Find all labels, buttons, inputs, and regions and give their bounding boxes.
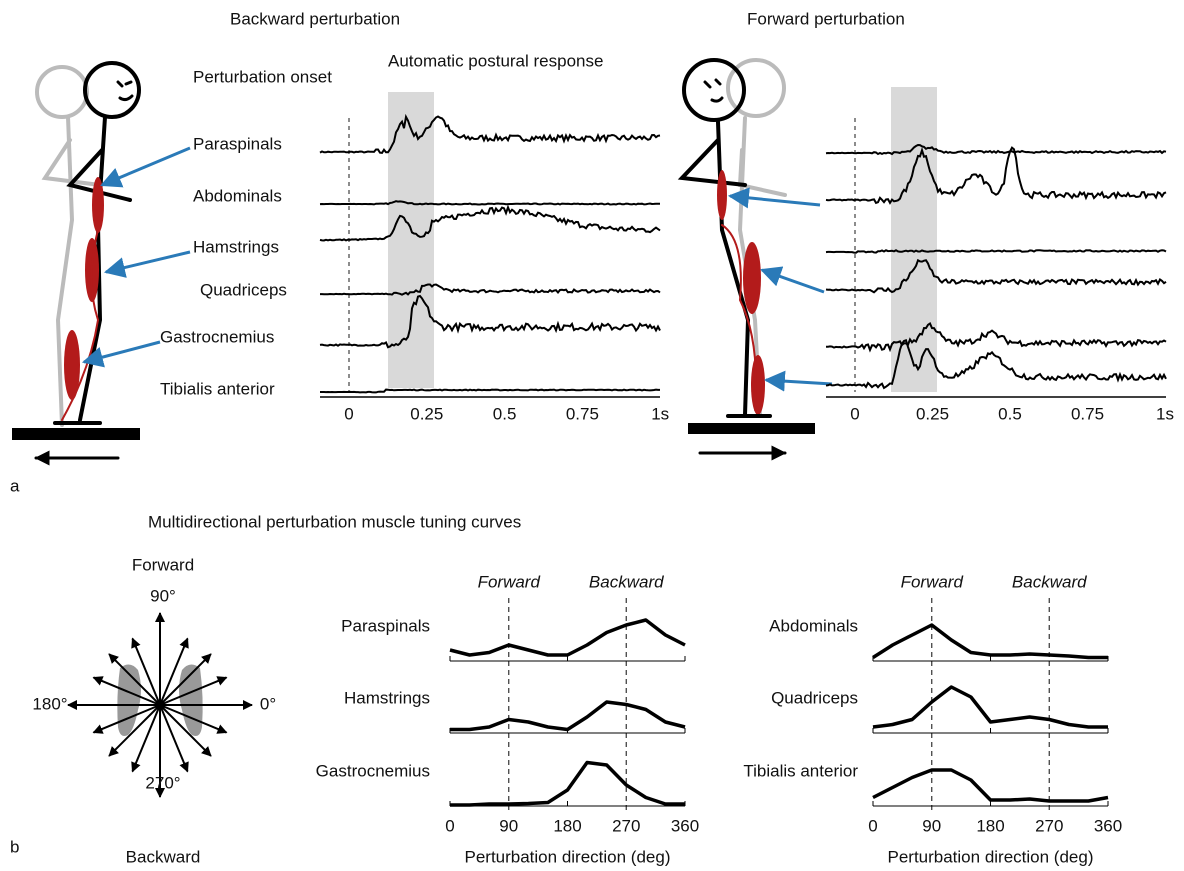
compass-label: 180° bbox=[32, 694, 67, 713]
direction-arrow bbox=[159, 637, 189, 706]
backward-figure bbox=[12, 61, 141, 466]
time-tick-label: 1s bbox=[1156, 404, 1174, 423]
tuning-curve bbox=[449, 618, 686, 657]
compass-label: 90° bbox=[150, 586, 176, 605]
response-label: Automatic postural response bbox=[388, 51, 603, 70]
emg-trace bbox=[319, 200, 660, 206]
time-tick-label: 1s bbox=[651, 404, 669, 423]
muscle-label: Quadriceps bbox=[200, 280, 287, 299]
time-tick-label: 0.5 bbox=[493, 404, 517, 423]
muscle-label: Gastrocnemius bbox=[160, 327, 274, 346]
emg-trace bbox=[825, 249, 1167, 254]
direction-arrow bbox=[131, 637, 161, 706]
muscle-label: Paraspinals bbox=[193, 134, 282, 153]
onset-label: Perturbation onset bbox=[193, 67, 332, 86]
muscle-label: Hamstrings bbox=[344, 688, 430, 707]
x-tick-label: 0 bbox=[868, 816, 877, 835]
panel-label: b bbox=[10, 837, 19, 856]
emg-trace bbox=[826, 322, 1167, 353]
tuning-curve bbox=[450, 760, 685, 807]
muscle-label: Paraspinals bbox=[341, 616, 430, 635]
emg-trace bbox=[825, 258, 1167, 294]
response-window bbox=[891, 87, 937, 392]
compass bbox=[67, 612, 253, 798]
direction-arrow bbox=[159, 704, 189, 773]
x-axis-label: Perturbation direction (deg) bbox=[464, 847, 670, 866]
x-tick-label: 360 bbox=[671, 816, 699, 835]
panel-title: Multidirectional perturbation muscle tun… bbox=[148, 512, 521, 531]
time-tick-label: 0.75 bbox=[566, 404, 599, 423]
emg-trace bbox=[825, 146, 1167, 205]
panel-title: Forward perturbation bbox=[747, 9, 905, 28]
x-tick-label: 180 bbox=[976, 816, 1004, 835]
muscle-label: Tibialis anterior bbox=[160, 379, 275, 398]
muscle-pointers bbox=[81, 146, 833, 392]
compass-label: 0° bbox=[260, 694, 276, 713]
compass-label: Forward bbox=[132, 555, 194, 574]
time-tick-label: 0.25 bbox=[916, 404, 949, 423]
direction-arrow bbox=[131, 704, 161, 773]
compass-label: Backward bbox=[126, 847, 201, 866]
panel-label: a bbox=[10, 476, 20, 495]
emg-trace bbox=[319, 113, 661, 154]
tuning-curve bbox=[872, 623, 1108, 660]
time-tick-label: 0.5 bbox=[998, 404, 1022, 423]
direction-arrow bbox=[159, 704, 212, 757]
time-tick-label: 0 bbox=[850, 404, 859, 423]
muscle-label: Gastrocnemius bbox=[316, 761, 430, 780]
direction-arrow bbox=[159, 676, 228, 706]
muscle-label: Abdominals bbox=[769, 616, 858, 635]
direction-arrow bbox=[108, 653, 161, 706]
emg-trace bbox=[319, 294, 661, 349]
emg-trace bbox=[825, 143, 1167, 156]
tuning-curve bbox=[872, 768, 1109, 803]
emg-trace bbox=[320, 283, 661, 296]
x-tick-label: 360 bbox=[1094, 816, 1122, 835]
muscle-label: Quadriceps bbox=[771, 688, 858, 707]
marker-label: Forward bbox=[478, 572, 541, 591]
forward-figure bbox=[677, 58, 815, 461]
compass-label: 270° bbox=[145, 773, 180, 792]
time-tick-label: 0.75 bbox=[1071, 404, 1104, 423]
x-tick-label: 270 bbox=[612, 816, 640, 835]
x-tick-label: 90 bbox=[922, 816, 941, 835]
x-tick-label: 180 bbox=[553, 816, 581, 835]
time-tick-label: 0.25 bbox=[410, 404, 443, 423]
time-tick-label: 0 bbox=[344, 404, 353, 423]
marker-label: Backward bbox=[589, 572, 664, 591]
tuning-curve bbox=[872, 685, 1108, 729]
muscle-label: Tibialis anterior bbox=[743, 761, 858, 780]
x-tick-label: 90 bbox=[499, 816, 518, 835]
response-window bbox=[388, 92, 434, 388]
direction-arrow bbox=[159, 653, 212, 706]
emg-trace bbox=[320, 388, 660, 394]
muscle-label: Hamstrings bbox=[193, 237, 279, 256]
x-tick-label: 0 bbox=[445, 816, 454, 835]
direction-arrow bbox=[92, 676, 161, 706]
marker-label: Backward bbox=[1012, 572, 1087, 591]
direction-arrow bbox=[108, 704, 161, 757]
direction-arrow bbox=[92, 704, 161, 734]
x-tick-label: 270 bbox=[1035, 816, 1063, 835]
panel-title: Backward perturbation bbox=[230, 9, 400, 28]
emg-trace bbox=[319, 204, 661, 242]
emg-trace bbox=[825, 339, 1167, 390]
marker-label: Forward bbox=[901, 572, 964, 591]
direction-arrow bbox=[159, 704, 228, 734]
x-axis-label: Perturbation direction (deg) bbox=[887, 847, 1093, 866]
muscle-label: Abdominals bbox=[193, 186, 282, 205]
tuning-curve bbox=[450, 700, 686, 732]
